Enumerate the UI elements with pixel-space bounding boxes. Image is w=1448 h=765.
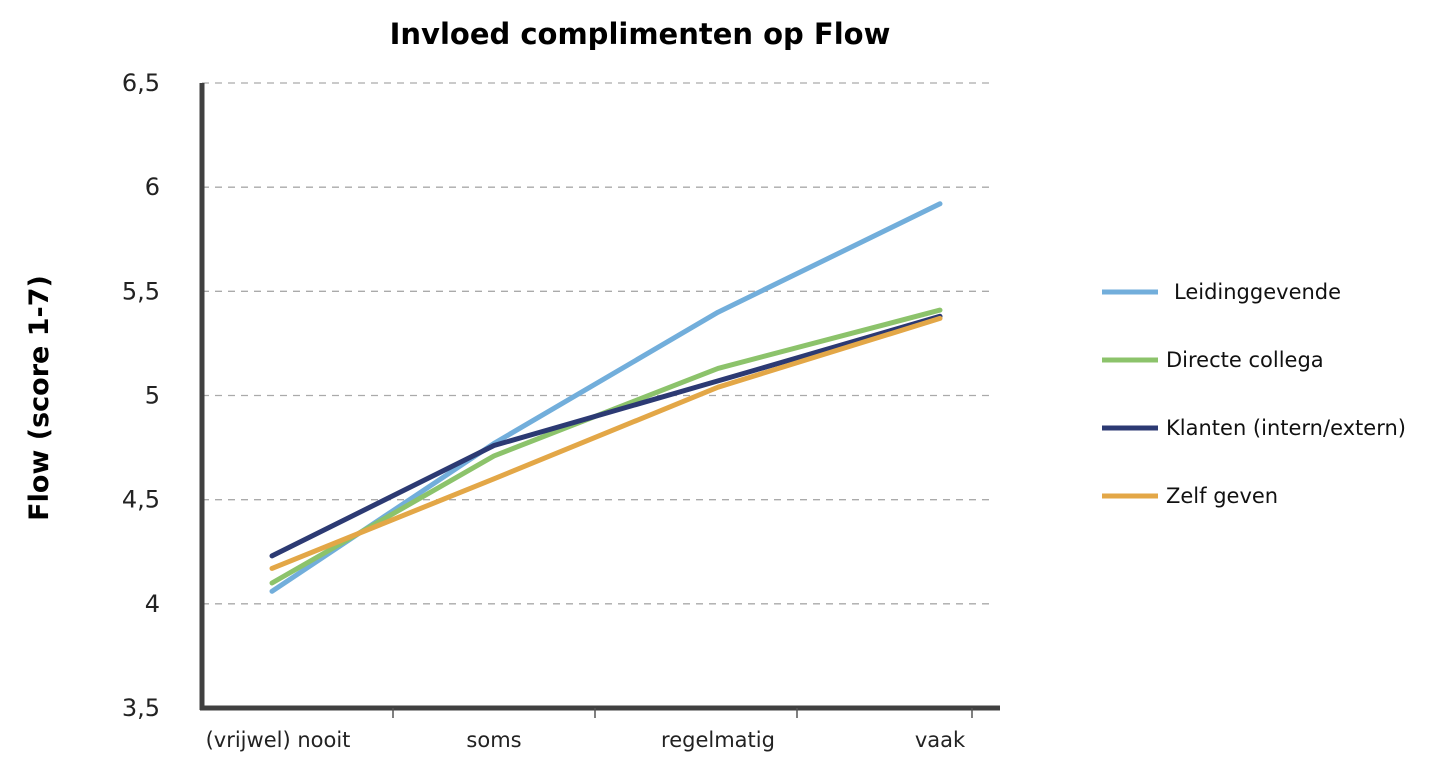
y-tick-label-5: 4: [145, 590, 160, 618]
y-tick-label-4: 4,5: [122, 486, 160, 514]
legend-label-2: Klanten (intern/extern): [1166, 416, 1406, 440]
x-tick-label-3: vaak: [915, 728, 966, 752]
y-tick-label-6: 3,5: [122, 694, 160, 722]
series-line-0: [269, 201, 943, 594]
series-line-2: [269, 313, 943, 559]
y-tick-label-1: 6: [145, 173, 160, 201]
legend-item-0: Leidinggevende: [1102, 280, 1341, 304]
x-tick-label-2: regelmatig: [661, 728, 775, 752]
series-lines: [269, 201, 943, 594]
x-tick-label-1: soms: [466, 728, 521, 752]
y-tick-label-3: 5: [145, 382, 160, 410]
legend-item-2: Klanten (intern/extern): [1102, 416, 1406, 440]
legend-label-3: Zelf geven: [1166, 484, 1278, 508]
y-tick-label-0: 6,5: [122, 69, 160, 97]
gridlines: [202, 82, 990, 605]
x-tick-label-0: (vrijwel) nooit: [206, 728, 351, 752]
axes: 6,5 6 5,5 5 4,5 4 3,5 (vrijwel) nooit soms regelm…: [122, 69, 1000, 752]
legend-label-0: Leidinggevende: [1174, 280, 1341, 304]
legend: Leidinggevende Directe collega Klanten (in…: [1102, 280, 1406, 508]
y-tick-label-2: 5,5: [122, 277, 160, 305]
y-axis-label: Flow (score 1-7): [24, 275, 55, 521]
chart-title: Invloed complimenten op Flow: [390, 17, 891, 51]
legend-item-1: Directe collega: [1102, 348, 1324, 372]
legend-item-3: Zelf geven: [1102, 484, 1278, 508]
legend-label-1: Directe collega: [1166, 348, 1324, 372]
series-line-3: [269, 315, 943, 571]
